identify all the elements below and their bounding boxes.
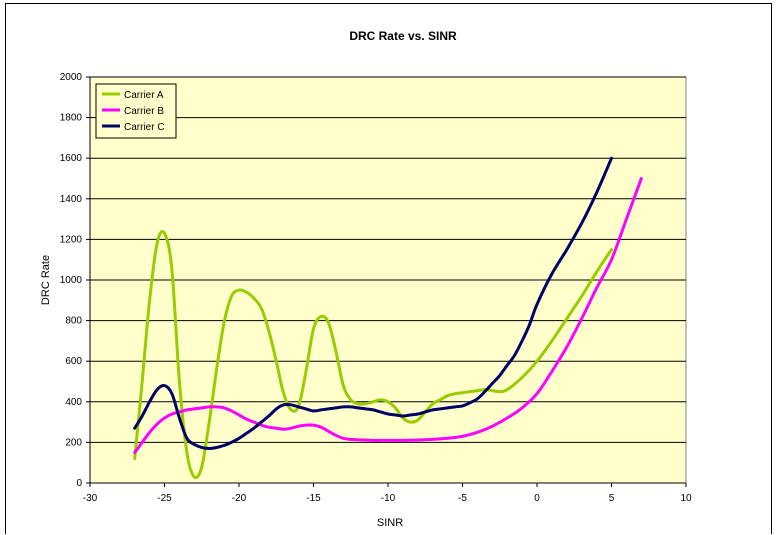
- x-axis-label: SINR: [377, 517, 403, 529]
- chart-title: DRC Rate vs. SINR: [349, 29, 457, 43]
- x-tick-label: -25: [157, 493, 172, 504]
- y-tick-label: 1400: [60, 194, 83, 205]
- legend: Carrier A Carrier B Carrier C: [95, 83, 177, 139]
- y-tick-label: 600: [65, 356, 82, 367]
- y-tick-label: 0: [76, 478, 82, 489]
- x-tick-label: -5: [458, 493, 467, 504]
- y-tick-label: 200: [65, 437, 82, 448]
- legend-label: Carrier C: [124, 122, 165, 133]
- y-tick-label: 400: [65, 397, 82, 408]
- y-tick-label: 1800: [60, 113, 83, 124]
- chart-frame: [5, 3, 772, 534]
- tick-labels: 0 200 400 600 800 1000 1200 1400 1600 1800 2000 -30…: [60, 72, 692, 504]
- legend-label: Carrier A: [124, 90, 164, 101]
- x-tick-label: -30: [83, 493, 98, 504]
- series-line-carrier-c: [133, 156, 613, 450]
- x-tick-label: -15: [306, 493, 321, 504]
- y-tick-label: 1200: [60, 234, 83, 245]
- y-tick-label: 1600: [60, 153, 83, 164]
- y-axis-label: DRC Rate: [40, 255, 52, 305]
- x-tick-label: 10: [680, 493, 692, 504]
- y-tick-label: 2000: [60, 72, 83, 83]
- x-tick-label: -20: [232, 493, 247, 504]
- x-tick-label: 0: [534, 493, 540, 504]
- x-tick-label: 5: [609, 493, 615, 504]
- legend-label: Carrier B: [124, 106, 164, 117]
- series-line-carrier-b: [133, 177, 643, 455]
- series-layer: [133, 156, 643, 480]
- x-tick-label: -10: [381, 493, 396, 504]
- axes: [86, 76, 687, 487]
- y-tick-label: 1000: [60, 275, 83, 286]
- y-tick-label: 800: [65, 316, 82, 327]
